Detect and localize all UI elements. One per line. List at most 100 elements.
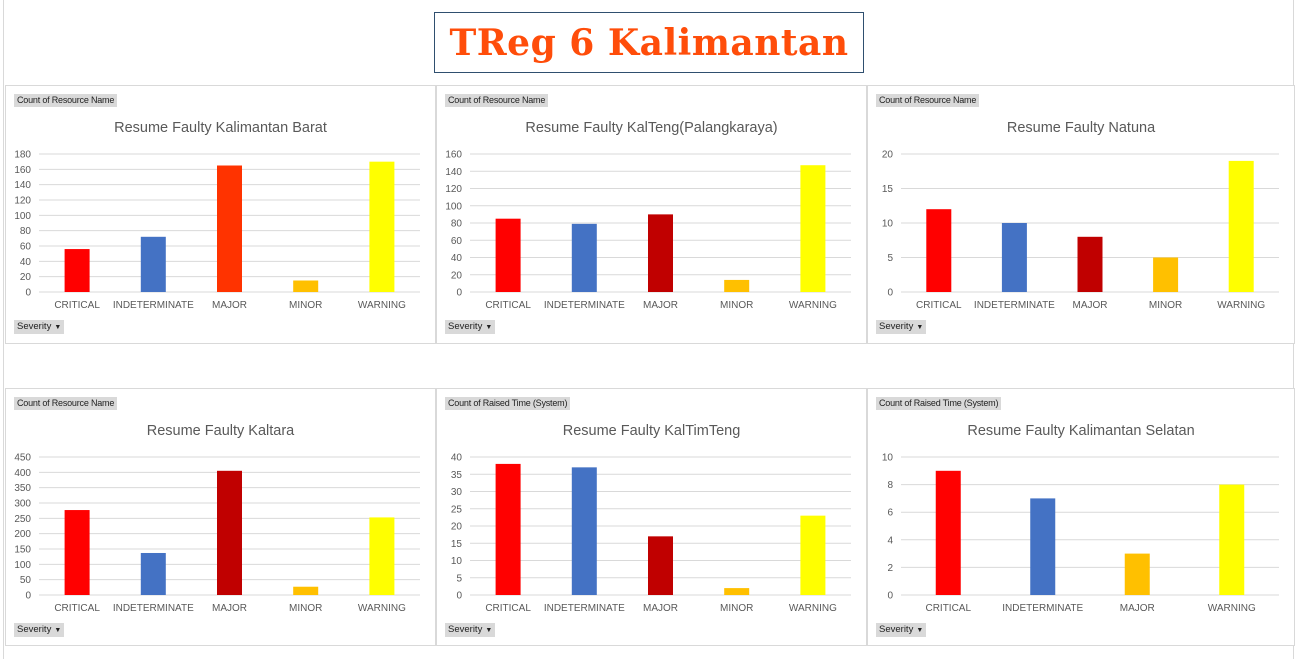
chart-plot: 0 20 40 60 80 100 120 140 160 CRITICAL INDETERMINA…: [445, 150, 851, 311]
bar-major[interactable]: [648, 536, 673, 595]
y-tick-label: 140: [14, 180, 31, 191]
bar-warning[interactable]: [800, 165, 826, 292]
bar-major[interactable]: [1124, 553, 1150, 595]
severity-filter-button[interactable]: Severity ▼: [876, 320, 927, 334]
chart-panel-kaltimteng[interactable]: 0 5 10 15 20 25 30 35 40 CRITICAL INDETERMINATE MAJ…: [436, 388, 867, 646]
bar-warning[interactable]: [369, 161, 395, 292]
chart-title: Resume Faulty KalTeng(Palangkaraya): [525, 120, 778, 136]
chart-panel-kalteng[interactable]: 0 20 40 60 80 100 120 140 160 CRITICAL INDETERMINA…: [436, 85, 867, 344]
x-category-label: MAJOR: [643, 603, 678, 614]
x-category-label: MAJOR: [1073, 300, 1108, 311]
x-category-label: MAJOR: [643, 300, 678, 311]
bar-critical[interactable]: [926, 209, 952, 292]
bar-warning[interactable]: [369, 517, 395, 595]
y-tick-label: 15: [451, 539, 463, 550]
y-tick-label: 80: [451, 219, 463, 230]
bar-minor[interactable]: [724, 588, 750, 595]
y-tick-label: 10: [882, 219, 894, 230]
bar-minor[interactable]: [1153, 257, 1179, 293]
y-tick-label: 120: [14, 196, 31, 207]
bar-warning[interactable]: [1228, 160, 1254, 292]
y-tick-label: 10: [882, 453, 894, 464]
chart-panel-natuna[interactable]: 0 5 10 15 20 CRITICAL INDETERMINATE MAJOR MINOR W…: [867, 85, 1295, 344]
x-category-label: WARNING: [789, 300, 837, 311]
value-field-button[interactable]: Count of Raised Time (System): [876, 397, 1002, 410]
bar-major[interactable]: [648, 214, 673, 292]
chart-title: Resume Faulty Kaltara: [146, 423, 295, 439]
bar-indeterminate[interactable]: [571, 467, 597, 595]
y-tick-label: 0: [456, 591, 462, 602]
bar-critical[interactable]: [64, 510, 90, 595]
bar-indeterminate[interactable]: [1030, 498, 1056, 595]
chart-plot: 0 2 4 6 8 10 CRITICAL INDETERMINATE MAJOR WARNING: [882, 453, 1279, 614]
dropdown-arrow-icon: ▼: [916, 324, 924, 331]
x-category-label: CRITICAL: [925, 603, 971, 614]
severity-filter-button[interactable]: Severity ▼: [445, 320, 496, 334]
bar-indeterminate[interactable]: [140, 552, 166, 595]
severity-filter-label: Severity: [448, 321, 483, 332]
x-category-label: INDETERMINATE: [1002, 603, 1083, 614]
bar-critical[interactable]: [64, 249, 90, 292]
bar-critical[interactable]: [935, 470, 961, 595]
y-tick-label: 150: [14, 545, 31, 556]
value-field-button[interactable]: Count of Resource Name: [14, 397, 118, 410]
value-field-button[interactable]: Count of Resource Name: [876, 94, 980, 107]
bar-major[interactable]: [217, 165, 242, 293]
severity-filter-button[interactable]: Severity ▼: [445, 623, 496, 637]
x-category-label: CRITICAL: [54, 603, 100, 614]
y-tick-label: 20: [20, 272, 32, 283]
chart-plot: 0 50 100 150 200 250 300 350 400 450 CRITICAL INDET…: [14, 453, 420, 614]
x-category-label: MAJOR: [1120, 603, 1155, 614]
x-category-label: WARNING: [358, 603, 406, 614]
x-category-label: WARNING: [789, 603, 837, 614]
value-field-button[interactable]: Count of Resource Name: [14, 94, 118, 107]
y-tick-label: 25: [451, 504, 463, 515]
y-tick-label: 200: [14, 529, 31, 540]
value-field-button[interactable]: Count of Raised Time (System): [445, 397, 571, 410]
bar-major[interactable]: [1077, 236, 1103, 292]
x-category-label: INDETERMINATE: [974, 300, 1055, 311]
y-tick-label: 4: [887, 535, 893, 546]
bar-indeterminate[interactable]: [140, 236, 166, 292]
severity-filter-button[interactable]: Severity ▼: [876, 623, 927, 637]
severity-filter-button[interactable]: Severity ▼: [14, 320, 65, 334]
y-tick-label: 160: [445, 150, 462, 161]
x-category-label: MINOR: [289, 300, 322, 311]
bar-minor[interactable]: [293, 586, 319, 595]
y-tick-label: 5: [887, 253, 893, 264]
chart-panel-kalsel[interactable]: 0 2 4 6 8 10 CRITICAL INDETERMINATE MAJOR WARNING…: [867, 388, 1295, 646]
y-tick-label: 0: [25, 591, 31, 602]
bar-minor[interactable]: [724, 279, 750, 292]
dropdown-arrow-icon: ▼: [54, 324, 62, 331]
y-tick-label: 40: [451, 453, 463, 464]
bar-major[interactable]: [217, 470, 242, 595]
y-tick-label: 20: [882, 150, 894, 161]
y-tick-label: 350: [14, 483, 31, 494]
x-category-label: MINOR: [1149, 300, 1182, 311]
y-tick-label: 5: [456, 573, 462, 584]
chart-panel-kaltara[interactable]: 0 50 100 150 200 250 300 350 400 450 CRITICAL INDET…: [5, 388, 436, 646]
x-category-label: MAJOR: [212, 603, 247, 614]
bar-indeterminate[interactable]: [571, 223, 597, 292]
y-tick-label: 50: [20, 575, 32, 586]
value-field-button[interactable]: Count of Resource Name: [445, 94, 549, 107]
severity-filter-button[interactable]: Severity ▼: [14, 623, 65, 637]
x-category-label: INDETERMINATE: [113, 603, 194, 614]
bar-minor[interactable]: [293, 280, 319, 293]
bar-critical[interactable]: [495, 463, 521, 595]
chart-panel-kalbar[interactable]: 0 20 40 60 80 100 120 140 160 180 CRITICAL INDETERM…: [5, 85, 436, 344]
chart-title: Resume Faulty KalTimTeng: [562, 423, 741, 439]
y-tick-label: 400: [14, 468, 31, 479]
y-tick-label: 0: [456, 288, 462, 299]
y-tick-label: 2: [887, 563, 893, 574]
severity-filter-label: Severity: [879, 624, 914, 635]
bar-critical[interactable]: [495, 218, 521, 292]
y-tick-label: 40: [451, 253, 463, 264]
x-category-label: CRITICAL: [916, 300, 962, 311]
chart-title: Resume Faulty Kalimantan Selatan: [967, 423, 1195, 439]
y-tick-label: 450: [14, 453, 31, 464]
bar-indeterminate[interactable]: [1001, 223, 1027, 292]
y-tick-label: 0: [887, 591, 893, 602]
bar-warning[interactable]: [1219, 484, 1245, 595]
bar-warning[interactable]: [800, 515, 826, 595]
